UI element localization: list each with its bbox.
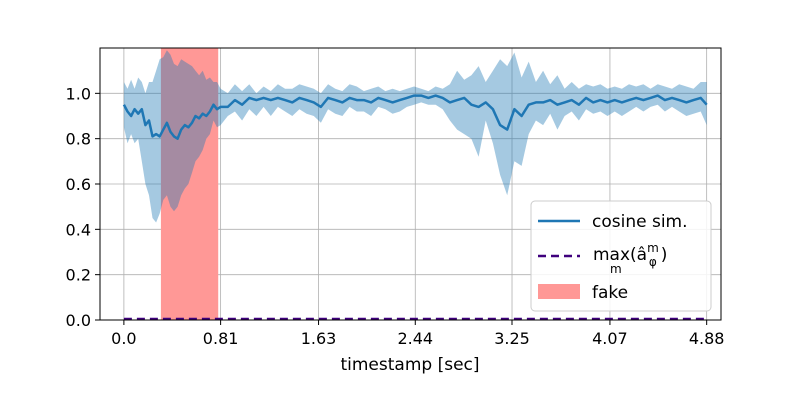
cosine-confidence-band bbox=[123, 50, 707, 223]
y-tick-label: 0.0 bbox=[66, 311, 91, 330]
legend-fake-label: fake bbox=[592, 283, 628, 303]
legend-max-phi: φ bbox=[649, 255, 657, 269]
legend: cosine sim. max(âm φ) m fake bbox=[530, 200, 712, 312]
legend-cosine-label: cosine sim. bbox=[592, 212, 688, 232]
x-tick-label: 0.0 bbox=[111, 329, 136, 348]
fake-region bbox=[160, 48, 219, 320]
x-axis-label: timestamp [sec] bbox=[340, 355, 479, 375]
legend-max-paren: (â bbox=[630, 245, 647, 265]
x-tick-label: 4.07 bbox=[592, 329, 628, 348]
y-axis-ticks: 0.0 0.2 0.4 0.6 0.8 1.0 bbox=[66, 84, 100, 330]
y-tick-label: 1.0 bbox=[66, 84, 91, 103]
x-tick-label: 1.63 bbox=[301, 329, 337, 348]
y-tick-label: 0.8 bbox=[66, 130, 91, 149]
plot-area bbox=[99, 47, 722, 321]
y-tick-label: 0.2 bbox=[66, 266, 91, 285]
y-tick-label: 0.6 bbox=[66, 175, 91, 194]
legend-max-word: max bbox=[593, 245, 630, 265]
x-axis-ticks: 0.0 0.81 1.63 2.44 3.25 4.07 4.88 bbox=[111, 320, 724, 348]
fake-region-layer bbox=[160, 48, 219, 320]
x-tick-label: 3.25 bbox=[494, 329, 530, 348]
x-tick-label: 0.81 bbox=[203, 329, 239, 348]
legend-max-label: max(âm φ) bbox=[593, 241, 667, 269]
confidence-band-layer bbox=[123, 50, 707, 223]
line-layer bbox=[122, 94, 708, 321]
legend-fake-swatch bbox=[538, 284, 580, 299]
legend-max-close: ) bbox=[661, 245, 668, 265]
x-tick-label: 2.44 bbox=[397, 329, 433, 348]
legend-max-sup: m bbox=[647, 241, 659, 255]
cosine-line bbox=[122, 94, 708, 140]
legend-max-subscript: m bbox=[610, 262, 622, 276]
legend-box bbox=[530, 200, 712, 312]
x-tick-label: 4.88 bbox=[689, 329, 725, 348]
y-tick-label: 0.4 bbox=[66, 220, 91, 239]
